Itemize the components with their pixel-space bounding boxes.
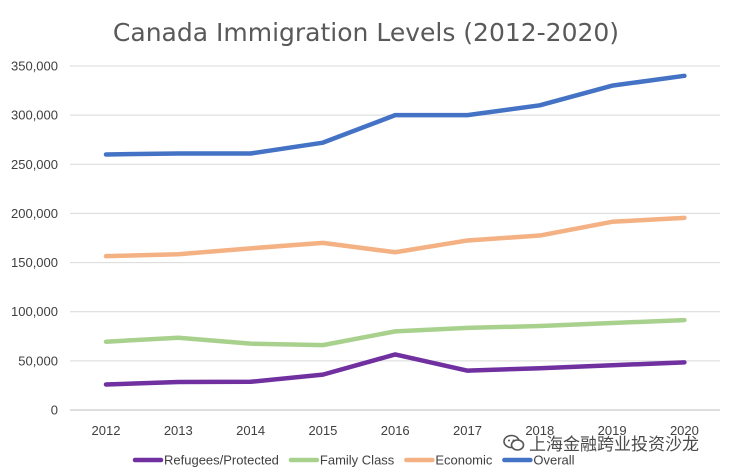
x-tick-label: 2018 [525,423,554,438]
chart-title: Canada Immigration Levels (2012-2020) [113,18,619,47]
y-axis-ticks: 0 50,000 100,000 150,000 200,000 250,000 300,0… [11,59,58,418]
series-line-family-class [103,317,687,348]
wechat-icon [503,434,525,451]
x-tick-label: 2016 [381,423,410,438]
legend-label-overall: Overall [533,453,574,468]
y-tick-label: 200,000 [11,206,58,221]
y-tick-label: 300,000 [11,108,58,123]
legend-label-refugees-protected: Refugees/Protected [164,453,279,468]
x-tick-label: 2012 [92,423,121,438]
y-tick-label: 0 [51,403,58,418]
y-tick-label: 150,000 [11,255,58,270]
x-tick-label: 2014 [236,423,265,438]
x-tick-label: 2017 [453,423,482,438]
x-axis-ticks: 2012 2013 2014 2015 2016 2017 2018 2019 2020 [92,423,699,438]
y-tick-label: 250,000 [11,157,58,172]
gridlines [70,65,720,411]
y-tick-label: 350,000 [11,59,58,74]
series-line-overall [103,73,687,157]
legend-label-family-class: Family Class [320,453,395,468]
legend-label-economic: Economic [435,453,493,468]
y-tick-label: 50,000 [18,353,58,368]
series-line-refugees-protected [103,352,687,387]
series-line-economic [103,215,687,259]
y-tick-label: 100,000 [11,304,58,319]
x-tick-label: 2013 [164,423,193,438]
x-tick-label: 2020 [670,423,699,438]
watermark: 上海金融跨业投资沙龙 [503,430,699,455]
x-tick-label: 2019 [598,423,627,438]
legend: Refugees/Protected Family Class Economic Ov… [132,453,575,468]
x-tick-label: 2015 [308,423,337,438]
series-lines [103,73,687,387]
watermark-text: 上海金融跨业投资沙龙 [529,435,699,455]
